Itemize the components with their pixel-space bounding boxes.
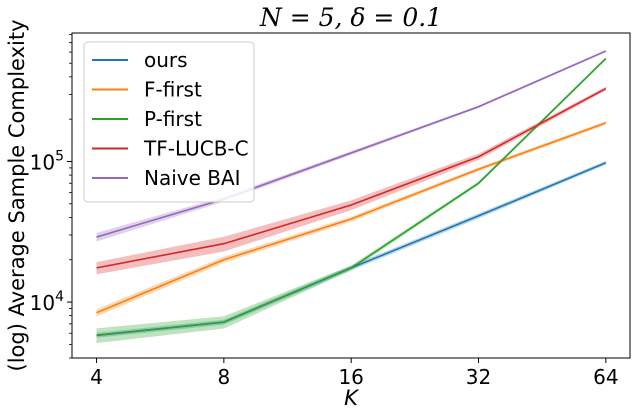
legend-box: [83, 41, 255, 203]
series-line-naive-bai: [96, 50, 607, 238]
y-tick-label: 105: [30, 148, 64, 174]
legend-label: TF-LUCB-C: [143, 137, 249, 161]
x-tick-label: 8: [217, 365, 230, 389]
x-tick-label: 64: [593, 365, 618, 389]
x-tick-label: 4: [90, 365, 103, 389]
series-lines: [96, 50, 607, 337]
y-axis-ticks: 104 105: [30, 34, 72, 359]
series-line-f-first: [96, 122, 607, 314]
x-axis-title: K: [344, 386, 360, 410]
legend-label: ours: [144, 48, 188, 72]
x-tick-label: 32: [466, 365, 491, 389]
chart-title: N = 5, δ = 0.1: [259, 3, 442, 32]
legend-label: Naive BAI: [144, 166, 241, 190]
band-tf-lucb-c: [96, 86, 606, 275]
x-tick-label: 16: [338, 365, 363, 389]
legend: ours F-first P-first TF-LUCB-C Naive BAI: [83, 41, 255, 203]
legend-label: F-first: [144, 78, 202, 102]
y-axis-title: (log) Average Sample Complexity: [5, 19, 29, 371]
series-line-tf-lucb-c: [96, 87, 607, 269]
y-tick-label: 104: [30, 289, 64, 315]
series-line-p-first: [96, 57, 607, 337]
legend-label: P-first: [144, 107, 202, 131]
x-axis-ticks: 4 8 16 32 64: [90, 358, 619, 389]
